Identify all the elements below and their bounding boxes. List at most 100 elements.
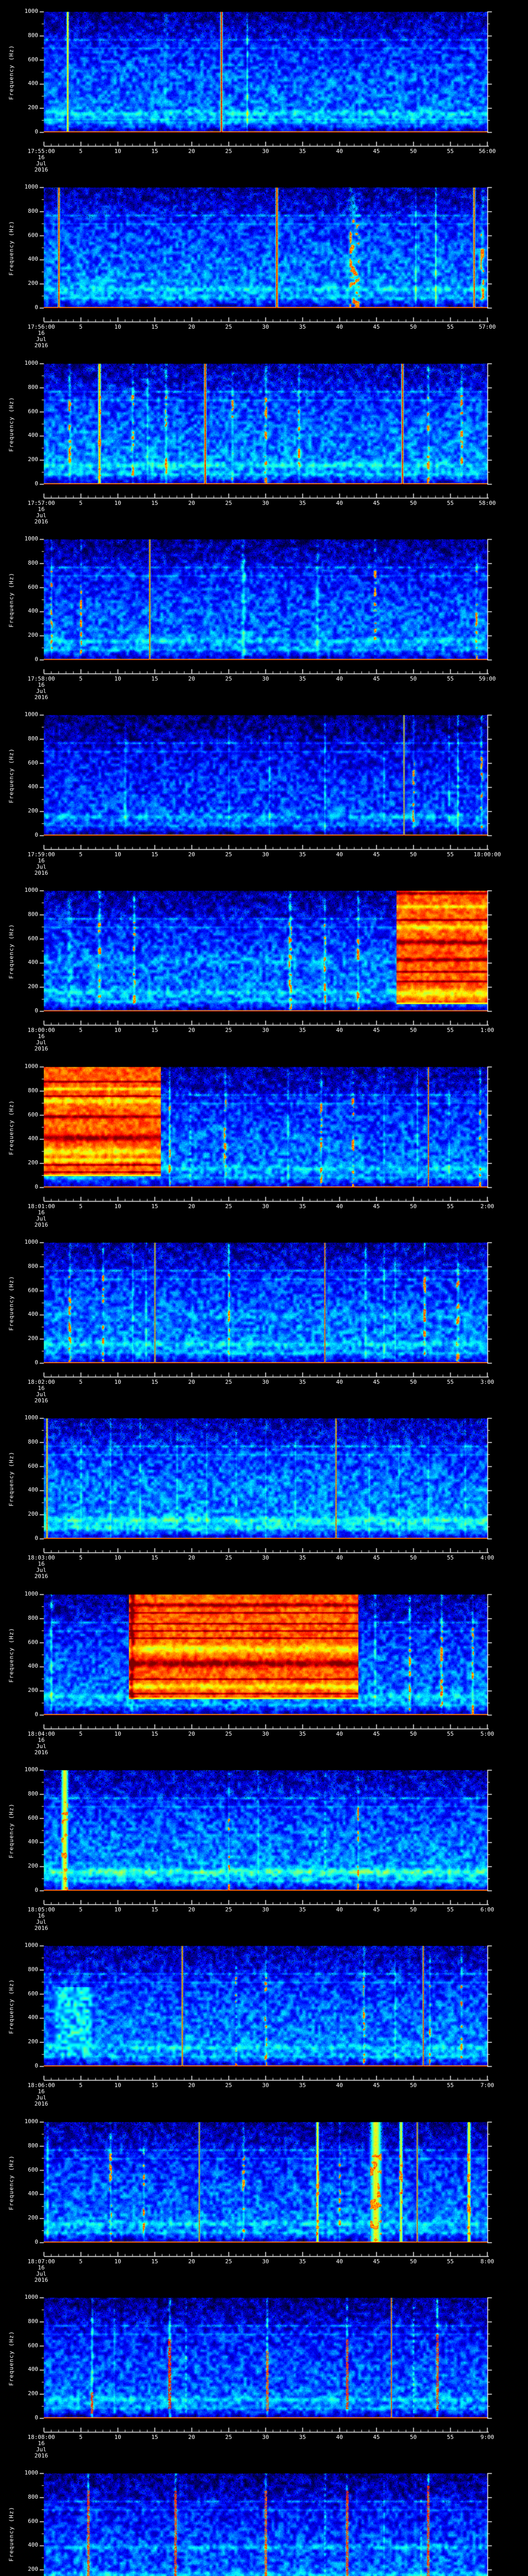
x-tick-label: 10 <box>114 324 121 330</box>
y-tick-label: 400 <box>28 1311 38 1318</box>
x-tick-label: 50 <box>410 675 417 682</box>
y-tick-label: 800 <box>28 383 38 391</box>
date-label-line: 16 <box>38 1209 45 1216</box>
y-tick-label: 0 <box>35 1359 38 1366</box>
x-tick-label-end: 3:00 <box>480 1379 494 1385</box>
y-tick-label: 1000 <box>24 2118 39 2125</box>
spectrogram-plot <box>0 352 528 528</box>
x-tick-label: 35 <box>299 500 306 506</box>
y-tick-label: 400 <box>28 1135 38 1142</box>
date-label-line: 16 <box>38 682 45 688</box>
y-tick-label: 1000 <box>24 711 39 718</box>
x-tick-label-end: 2:00 <box>480 1203 494 1210</box>
x-tick-label: 45 <box>373 1906 380 1913</box>
x-tick-label: 10 <box>114 2434 121 2441</box>
y-axis-title: Frequency (Hz) <box>8 1979 15 2034</box>
x-tick-label: 15 <box>151 1203 158 1210</box>
x-tick-label-end: 5:00 <box>480 1731 494 1737</box>
x-tick-label: 55 <box>447 2258 454 2265</box>
y-tick-label: 800 <box>28 2317 38 2325</box>
x-tick-label-end: 7:00 <box>480 2082 494 2089</box>
x-tick-label: 35 <box>299 2082 306 2089</box>
y-tick-label: 600 <box>28 2166 38 2173</box>
x-tick-label-end: 9:00 <box>480 2434 494 2441</box>
x-tick-label: 35 <box>299 675 306 682</box>
y-tick-label: 0 <box>35 1887 38 1893</box>
x-tick-label: 35 <box>299 1906 306 1913</box>
y-tick-label: 200 <box>28 1511 38 1518</box>
date-label-line: 16 <box>38 2088 45 2095</box>
date-label-line: Jul <box>36 1567 46 1573</box>
x-tick-label: 30 <box>262 1203 269 1210</box>
x-tick-label-start: 18:04:00 <box>27 1731 55 1737</box>
spectrogram-panel-15: Frequency (Hz)0200400600800100018:09:005… <box>0 2462 528 2576</box>
y-tick-label: 600 <box>28 408 38 415</box>
x-tick-label: 50 <box>410 2434 417 2441</box>
y-tick-label: 400 <box>28 607 38 615</box>
x-tick-label: 40 <box>336 500 343 506</box>
x-tick-label: 45 <box>373 1379 380 1385</box>
x-tick-label: 15 <box>151 500 158 506</box>
x-tick-label: 40 <box>336 2258 343 2265</box>
y-tick-label: 200 <box>28 1159 38 1166</box>
spectrogram-plot <box>0 1934 528 2110</box>
x-tick-label: 40 <box>336 1027 343 1033</box>
x-tick-label: 30 <box>262 1554 269 1561</box>
y-tick-label: 1000 <box>24 2294 39 2300</box>
y-tick-label: 200 <box>28 104 38 111</box>
x-tick-label: 40 <box>336 1379 343 1385</box>
x-tick-label: 15 <box>151 675 158 682</box>
y-tick-label: 600 <box>28 1990 38 1997</box>
x-tick-label: 55 <box>447 500 454 506</box>
y-tick-label: 600 <box>28 1111 38 1118</box>
x-tick-label: 55 <box>447 2434 454 2441</box>
y-axis-title: Frequency (Hz) <box>8 1803 15 1858</box>
x-tick-label: 20 <box>188 2082 195 2089</box>
x-tick-label: 20 <box>188 1027 195 1033</box>
x-tick-label: 35 <box>299 1379 306 1385</box>
x-tick-label: 55 <box>447 1379 454 1385</box>
date-label-line: 16 <box>38 1385 45 1392</box>
date-label-line: 2016 <box>34 694 48 701</box>
x-tick-label: 5 <box>79 2082 82 2089</box>
x-tick-label: 5 <box>79 1027 82 1033</box>
x-tick-label-start: 18:07:00 <box>27 2258 55 2265</box>
x-tick-label: 25 <box>225 1203 232 1210</box>
x-tick-label: 45 <box>373 1554 380 1561</box>
x-tick-label: 45 <box>373 2258 380 2265</box>
x-tick-label: 55 <box>447 2082 454 2089</box>
y-tick-label: 600 <box>28 2517 38 2524</box>
x-tick-label: 20 <box>188 324 195 330</box>
y-tick-label: 600 <box>28 2342 38 2349</box>
date-label-line: 2016 <box>34 1573 48 1580</box>
x-tick-label: 35 <box>299 851 306 858</box>
x-tick-label: 55 <box>447 324 454 330</box>
x-tick-label-end: 56:00 <box>478 148 496 155</box>
x-tick-label: 5 <box>79 675 82 682</box>
date-label-line: 16 <box>38 2440 45 2447</box>
x-tick-label-start: 18:08:00 <box>27 2434 55 2441</box>
x-tick-label: 25 <box>225 148 232 155</box>
date-label-line: Jul <box>36 1743 46 1750</box>
date-label-line: Jul <box>36 2446 46 2453</box>
y-tick-label: 400 <box>28 959 38 966</box>
x-tick-label: 50 <box>410 500 417 506</box>
x-tick-label: 40 <box>336 324 343 330</box>
x-tick-label: 40 <box>336 1731 343 1737</box>
x-tick-label: 30 <box>262 1379 269 1385</box>
y-tick-label: 800 <box>28 1087 38 1094</box>
x-tick-label-start: 17:59:00 <box>27 851 55 858</box>
y-axis-title: Frequency (Hz) <box>8 1276 15 1331</box>
y-tick-label: 800 <box>28 207 38 214</box>
y-tick-label: 800 <box>28 1790 38 1797</box>
date-label-line: 2016 <box>34 1045 48 1052</box>
y-axis-title: Frequency (Hz) <box>8 748 15 803</box>
x-tick-label-start: 18:05:00 <box>27 1906 55 1913</box>
date-label-line: 16 <box>38 1561 45 1567</box>
y-tick-label: 600 <box>28 759 38 766</box>
y-tick-label: 800 <box>28 2493 38 2500</box>
x-tick-label: 30 <box>262 500 269 506</box>
x-tick-label: 10 <box>114 2258 121 2265</box>
date-label-line: 16 <box>38 857 45 864</box>
